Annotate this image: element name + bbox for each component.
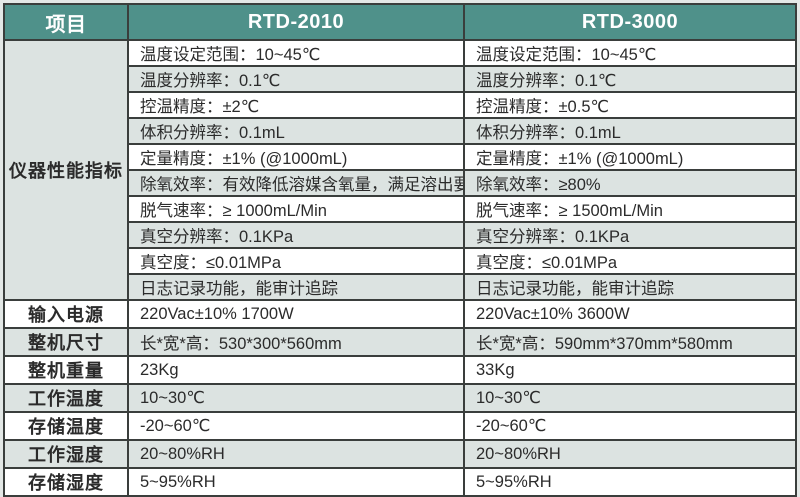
table-row-dimensions: 整机尺寸 长*宽*高：530*300*560mm 长*宽*高：590mm*370… [3, 327, 797, 357]
column-header-rtd-3000: RTD-3000 [463, 3, 797, 41]
table-row-performance-6: 除氧效率：有效降低溶媒含氧量，满足溶出要求 除氧效率：≥80% [4, 169, 797, 197]
cell-rtd2010-vacuum-resolution: 真空分辨率：0.1KPa [127, 221, 465, 249]
cell-rtd3000-working-temp: 10~30℃ [463, 383, 797, 413]
cell-rtd2010-working-temp: 10~30℃ [127, 383, 465, 413]
table-row-input-power: 输入电源 220Vac±10% 1700W 220Vac±10% 3600W [3, 299, 797, 329]
cell-rtd2010-deoxygen-efficiency: 除氧效率：有效降低溶媒含氧量，满足溶出要求 [127, 169, 465, 197]
cell-rtd2010-temp-range: 温度设定范围：10~45℃ [127, 39, 465, 67]
cell-rtd2010-temp-resolution: 温度分辨率：0.1℃ [127, 65, 465, 93]
row-label-weight: 整机重量 [3, 355, 129, 385]
table-row-performance-10: 日志记录功能，能审计追踪 日志记录功能，能审计追踪 [4, 273, 797, 301]
cell-rtd2010-dosing-accuracy: 定量精度：±1% (@1000mL) [127, 143, 465, 171]
cell-rtd3000-working-humidity: 20~80%RH [463, 439, 797, 469]
row-label-storage-humidity: 存储湿度 [3, 467, 129, 497]
cell-rtd3000-temp-accuracy: 控温精度：±0.5℃ [463, 91, 797, 119]
column-header-rtd-2010: RTD-2010 [127, 3, 465, 41]
cell-rtd2010-temp-accuracy: 控温精度：±2℃ [127, 91, 465, 119]
cell-rtd3000-storage-humidity: 5~95%RH [463, 467, 797, 497]
table-row-performance-4: 体积分辨率：0.1mL 体积分辨率：0.1mL [4, 117, 797, 145]
table-row-working-temp: 工作温度 10~30℃ 10~30℃ [3, 383, 797, 413]
cell-rtd3000-temp-range: 温度设定范围：10~45℃ [463, 39, 797, 67]
cell-rtd2010-dimensions: 长*宽*高：530*300*560mm [127, 327, 465, 357]
table-row-storage-temp: 存储温度 -20~60℃ -20~60℃ [3, 411, 797, 441]
cell-rtd2010-storage-humidity: 5~95%RH [127, 467, 465, 497]
cell-rtd2010-vacuum-degree: 真空度：≤0.01MPa [127, 247, 465, 275]
row-label-storage-temp: 存储温度 [3, 411, 129, 441]
table-row-performance-9: 真空度：≤0.01MPa 真空度：≤0.01MPa [4, 247, 797, 275]
cell-rtd3000-vacuum-degree: 真空度：≤0.01MPa [463, 247, 797, 275]
row-group-label-performance: 仪器性能指标 [3, 39, 129, 301]
cell-rtd3000-dimensions: 长*宽*高：590mm*370mm*580mm [463, 327, 797, 357]
cell-rtd3000-dosing-accuracy: 定量精度：±1% (@1000mL) [463, 143, 797, 171]
table-row-performance-5: 定量精度：±1% (@1000mL) 定量精度：±1% (@1000mL) [4, 143, 797, 171]
row-label-dimensions: 整机尺寸 [3, 327, 129, 357]
cell-rtd2010-input-power: 220Vac±10% 1700W [127, 299, 465, 329]
cell-rtd3000-deoxygen-efficiency: 除氧效率：≥80% [463, 169, 797, 197]
row-label-working-humidity: 工作湿度 [3, 439, 129, 469]
table-row-performance-1: 仪器性能指标 温度设定范围：10~45℃ 温度设定范围：10~45℃ [3, 39, 797, 301]
table-row-storage-humidity: 存储湿度 5~95%RH 5~95%RH [3, 467, 797, 497]
table-frame: 项目 RTD-2010 RTD-3000 仪器性能指标 温度设定范围：10~45… [3, 3, 797, 497]
cell-rtd3000-volume-resolution: 体积分辨率：0.1mL [463, 117, 797, 145]
table-row-performance-7: 脱气速率：≥ 1000mL/Min 脱气速率：≥ 1500mL/Min [4, 195, 797, 223]
cell-rtd2010-logging: 日志记录功能，能审计追踪 [127, 273, 465, 301]
table-row-performance-2: 温度分辨率：0.1℃ 温度分辨率：0.1℃ [4, 65, 797, 93]
cell-rtd2010-weight: 23Kg [127, 355, 465, 385]
spec-comparison-table: 项目 RTD-2010 RTD-3000 仪器性能指标 温度设定范围：10~45… [3, 3, 797, 497]
cell-rtd3000-degas-rate: 脱气速率：≥ 1500mL/Min [463, 195, 797, 223]
cell-rtd3000-storage-temp: -20~60℃ [463, 411, 797, 441]
row-label-input-power: 输入电源 [3, 299, 129, 329]
cell-rtd3000-temp-resolution: 温度分辨率：0.1℃ [463, 65, 797, 93]
cell-rtd2010-storage-temp: -20~60℃ [127, 411, 465, 441]
table-row-weight: 整机重量 23Kg 33Kg [3, 355, 797, 385]
table-row-performance-3: 控温精度：±2℃ 控温精度：±0.5℃ [4, 91, 797, 119]
table-row-performance-8: 真空分辨率：0.1KPa 真空分辨率：0.1KPa [4, 221, 797, 249]
header-row: 项目 RTD-2010 RTD-3000 [3, 3, 797, 41]
cell-rtd3000-logging: 日志记录功能，能审计追踪 [463, 273, 797, 301]
column-header-item: 项目 [3, 3, 129, 41]
cell-rtd2010-working-humidity: 20~80%RH [127, 439, 465, 469]
cell-rtd3000-vacuum-resolution: 真空分辨率：0.1KPa [463, 221, 797, 249]
row-label-working-temp: 工作温度 [3, 383, 129, 413]
cell-rtd2010-degas-rate: 脱气速率：≥ 1000mL/Min [127, 195, 465, 223]
cell-rtd2010-volume-resolution: 体积分辨率：0.1mL [127, 117, 465, 145]
cell-rtd3000-input-power: 220Vac±10% 3600W [463, 299, 797, 329]
table-row-working-humidity: 工作湿度 20~80%RH 20~80%RH [3, 439, 797, 469]
cell-rtd3000-weight: 33Kg [463, 355, 797, 385]
